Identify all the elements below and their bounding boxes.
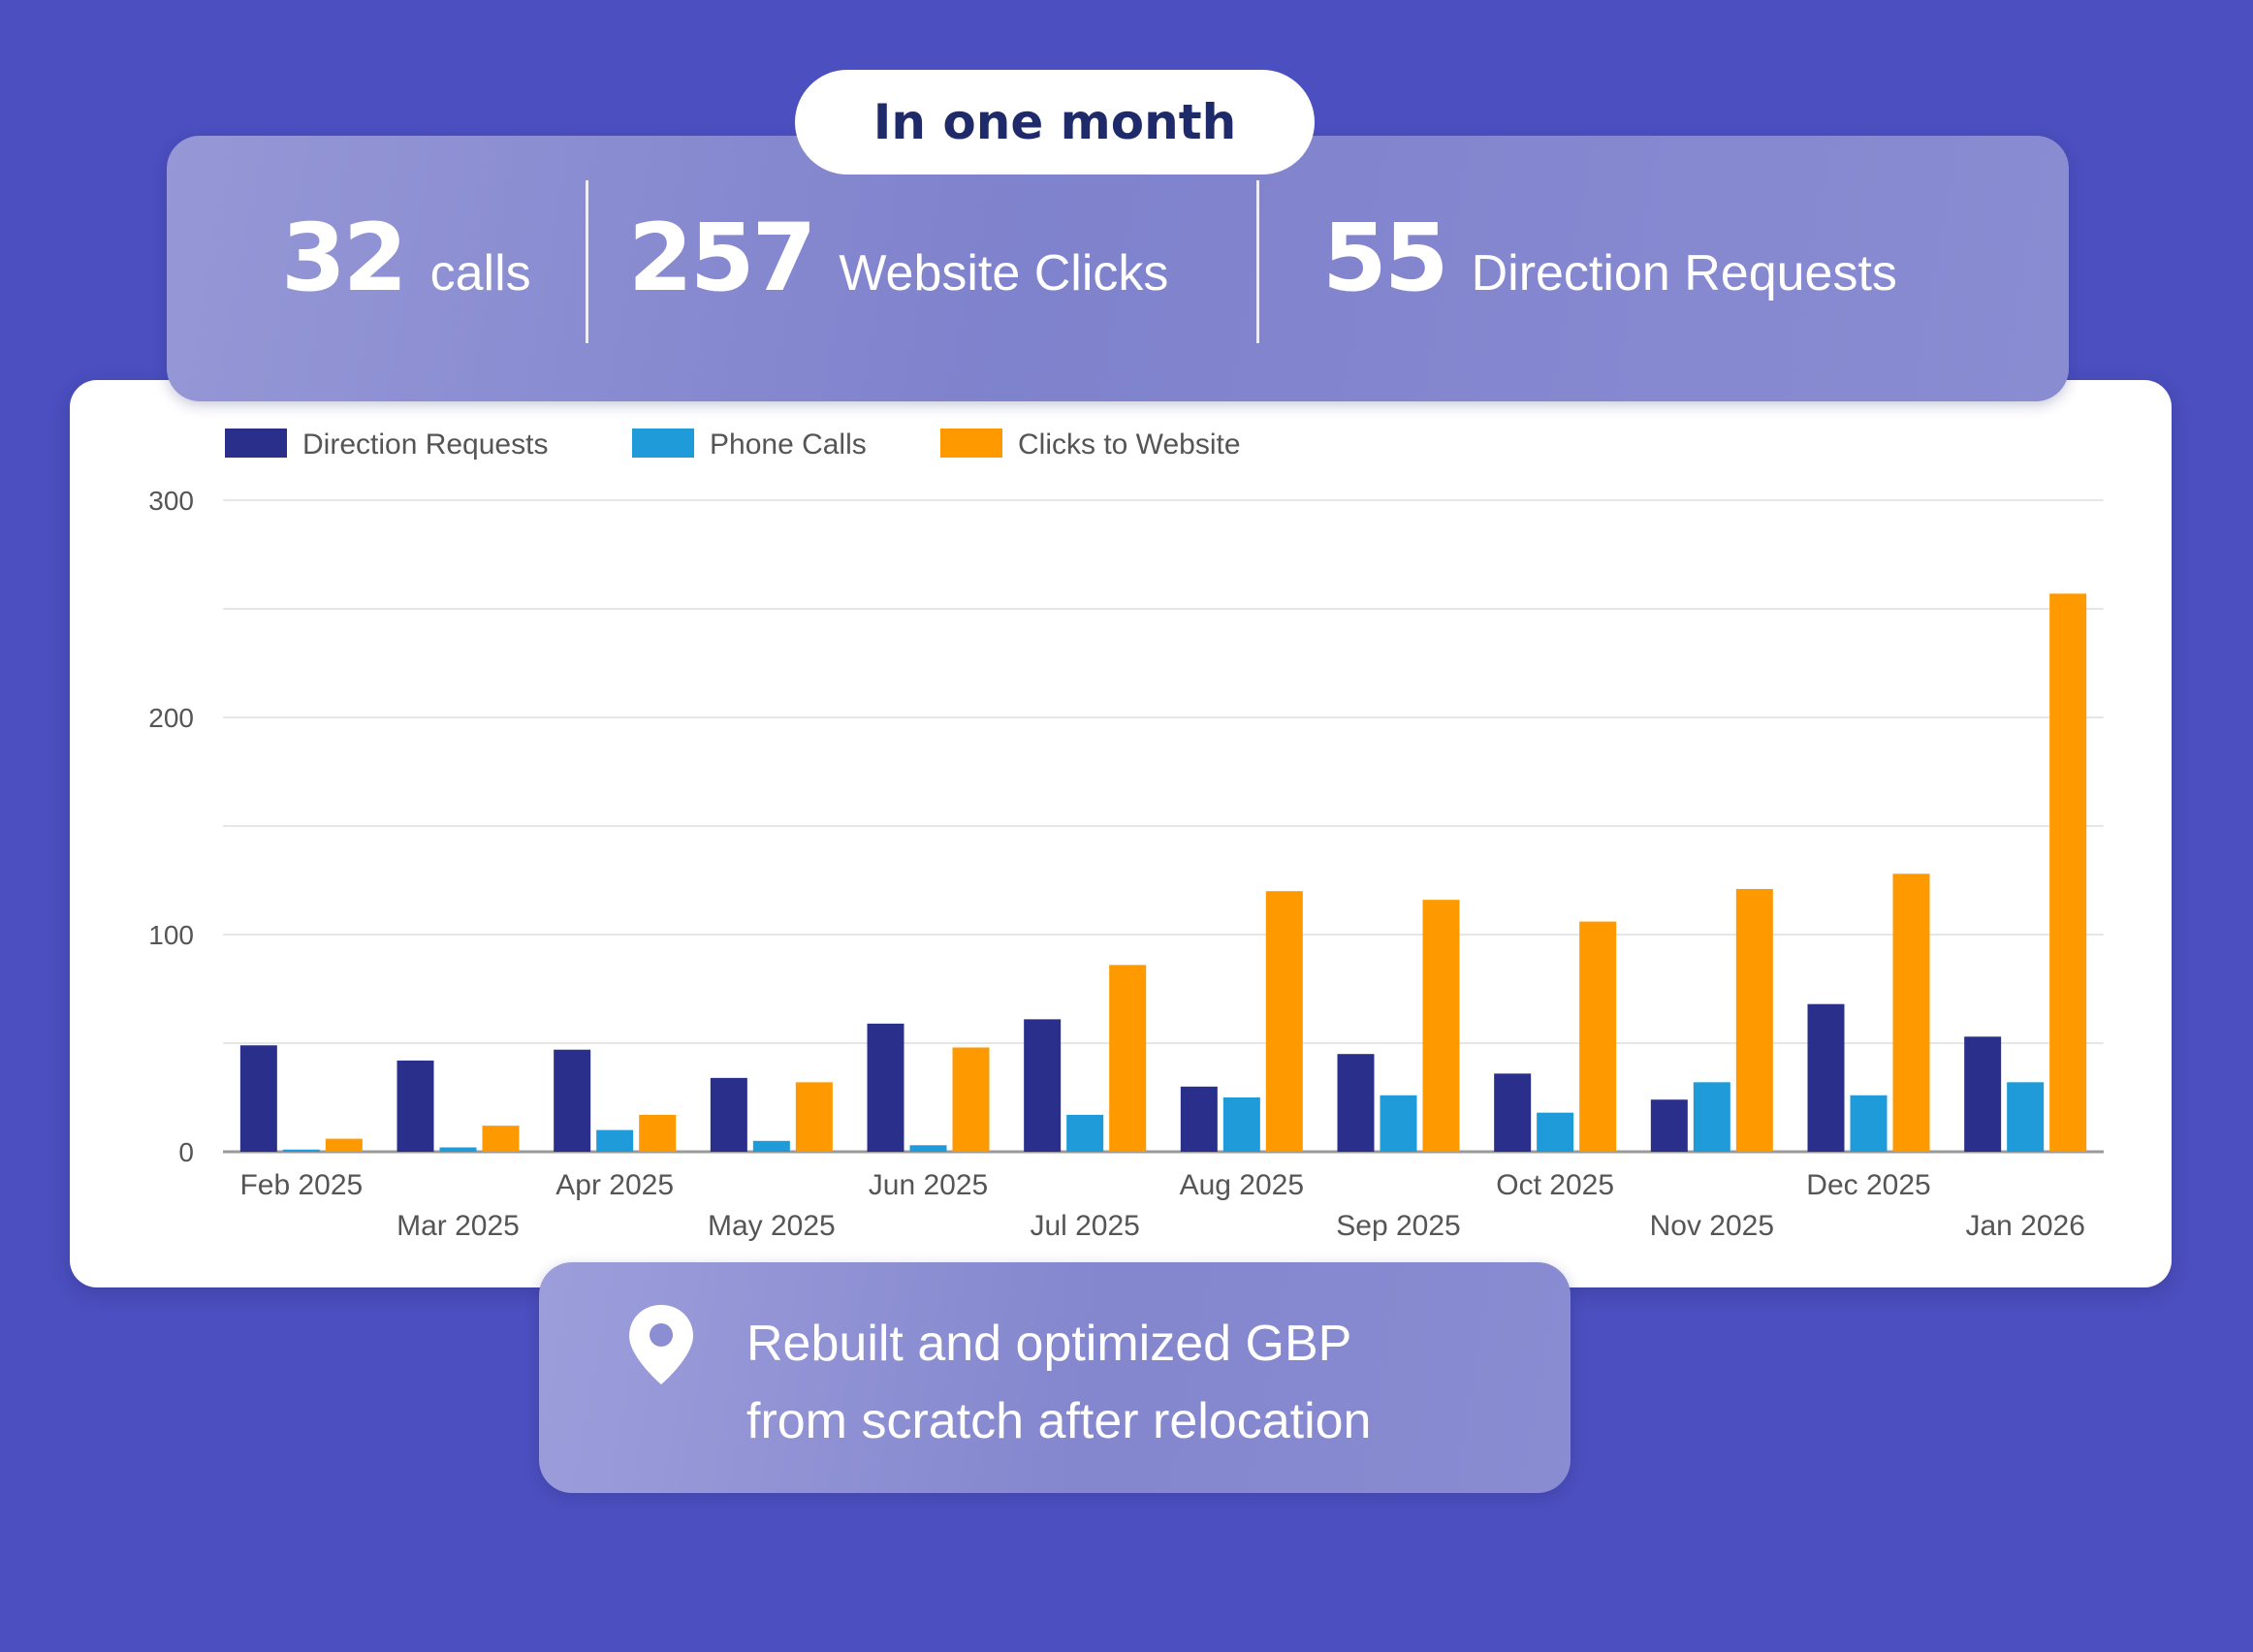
calls-value: 32	[281, 204, 408, 312]
bar	[909, 1145, 947, 1152]
bar	[1892, 874, 1930, 1152]
website-clicks-label: Website Clicks	[839, 245, 1169, 302]
bar	[596, 1129, 634, 1152]
calls-stat: 32 calls	[281, 204, 531, 312]
chart-card: 0 100 200 300 Direction Requests Phone Calls C…	[70, 380, 2172, 1287]
bar	[439, 1147, 477, 1152]
period-badge-text: In one month	[873, 94, 1237, 150]
note-text: Rebuilt and optimized GBP from scratch a…	[746, 1305, 1371, 1460]
x-tick-label: Jul 2025	[1030, 1210, 1139, 1242]
bar	[2007, 1082, 2045, 1152]
legend-swatch	[940, 429, 1002, 458]
bar	[752, 1140, 790, 1152]
stats-divider	[1256, 180, 1259, 343]
bar	[1337, 1054, 1375, 1152]
bar	[710, 1077, 747, 1152]
legend-label: Clicks to Website	[1018, 429, 1241, 461]
bar	[2049, 593, 2087, 1152]
legend-swatch	[225, 429, 287, 458]
calls-label: calls	[429, 245, 531, 302]
x-tick-label: Nov 2025	[1650, 1210, 1774, 1242]
legend-label: Direction Requests	[302, 429, 548, 461]
bar	[1109, 965, 1147, 1152]
direction-requests-stat: 55 Direction Requests	[1322, 204, 1897, 312]
period-badge: In one month	[795, 70, 1315, 175]
legend-swatch	[632, 429, 694, 458]
bar	[1222, 1097, 1260, 1152]
stats-panel: 32 calls 257 Website Clicks 55 Direction Re…	[167, 136, 2069, 401]
x-tick-label: Aug 2025	[1180, 1169, 1304, 1201]
bar	[482, 1126, 520, 1152]
website-clicks-stat: 257 Website Clicks	[628, 204, 1168, 312]
x-tick-label: Feb 2025	[239, 1169, 363, 1201]
bar	[1579, 921, 1617, 1152]
bar	[952, 1047, 990, 1152]
bar	[1180, 1086, 1218, 1152]
bar	[239, 1045, 277, 1152]
bar	[1807, 1003, 1845, 1152]
bar	[1494, 1073, 1532, 1152]
direction-requests-value: 55	[1322, 204, 1449, 312]
y-tick-label: 200	[148, 703, 194, 733]
bar	[1066, 1114, 1104, 1152]
bar	[1024, 1019, 1062, 1152]
y-tick-label: 300	[148, 486, 194, 516]
note-panel: Rebuilt and optimized GBP from scratch a…	[539, 1262, 1571, 1493]
bar	[1693, 1082, 1730, 1152]
legend-label: Phone Calls	[710, 429, 867, 461]
note-line-1: Rebuilt and optimized GBP	[746, 1316, 1352, 1372]
x-tick-label: Jun 2025	[869, 1169, 988, 1201]
website-clicks-value: 257	[628, 204, 816, 312]
bar	[795, 1082, 833, 1152]
x-tick-label: Jan 2026	[1965, 1210, 2084, 1242]
bar	[1380, 1095, 1417, 1152]
x-tick-label: Dec 2025	[1806, 1169, 1930, 1201]
bar	[397, 1060, 434, 1152]
bar	[325, 1138, 363, 1152]
y-tick-label: 100	[148, 920, 194, 950]
bar	[1537, 1112, 1574, 1152]
bar	[282, 1149, 320, 1152]
stats-divider	[586, 180, 588, 343]
bar	[1735, 888, 1773, 1152]
x-tick-label: Oct 2025	[1496, 1169, 1614, 1201]
x-tick-label: May 2025	[708, 1210, 836, 1242]
bar	[639, 1114, 677, 1152]
x-tick-label: Apr 2025	[555, 1169, 674, 1201]
note-line-2: from scratch after relocation	[746, 1393, 1372, 1449]
x-tick-label: Mar 2025	[397, 1210, 520, 1242]
bar	[1850, 1095, 1888, 1152]
bar-chart: 0 100 200 300 Direction Requests Phone Calls C…	[148, 429, 2104, 1242]
location-pin-icon	[626, 1303, 696, 1390]
direction-requests-label: Direction Requests	[1471, 245, 1897, 302]
y-tick-label: 0	[178, 1137, 194, 1167]
bar	[1265, 891, 1303, 1152]
bar	[1964, 1036, 2002, 1152]
bar	[867, 1023, 904, 1152]
bar	[1422, 900, 1460, 1152]
bar	[1650, 1099, 1688, 1152]
bar	[554, 1049, 591, 1152]
x-tick-label: Sep 2025	[1336, 1210, 1460, 1242]
